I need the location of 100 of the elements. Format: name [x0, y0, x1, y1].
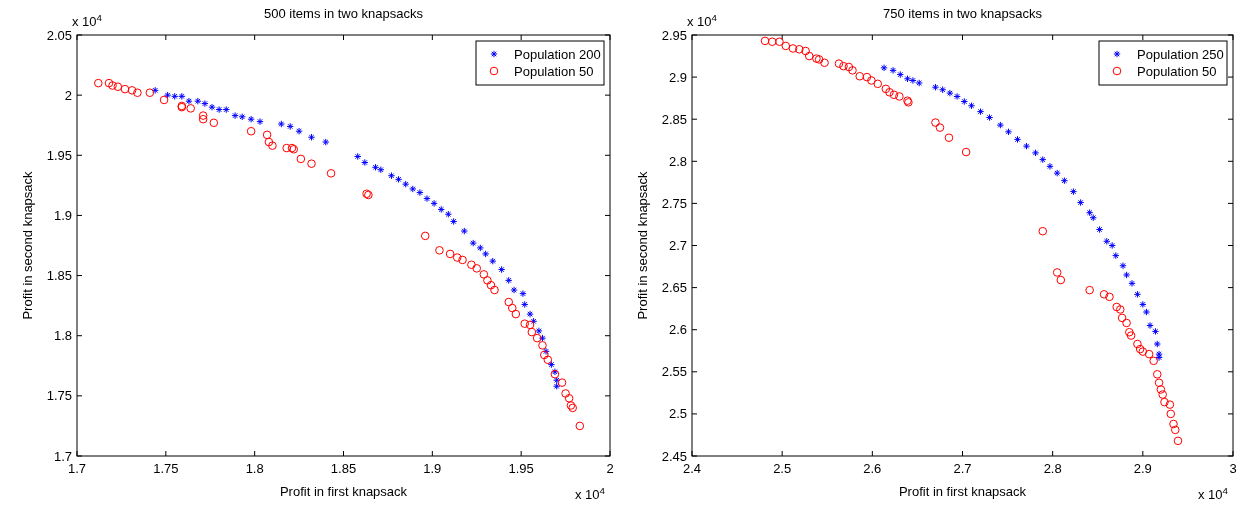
point — [895, 92, 904, 101]
point — [1004, 128, 1013, 136]
point — [848, 66, 857, 75]
y-tick-label: 2 — [64, 87, 72, 103]
point — [268, 141, 277, 150]
text: x 10$^{4}$ — [575, 484, 606, 502]
point — [264, 137, 274, 147]
y-tick-label: 1.8 — [53, 328, 72, 344]
point — [511, 309, 521, 319]
point — [557, 378, 567, 387]
point — [476, 244, 484, 252]
point — [1122, 318, 1131, 328]
y-tick-label: 2.5 — [668, 406, 687, 422]
point — [1053, 169, 1061, 177]
point — [479, 270, 489, 279]
point — [903, 75, 912, 83]
x-tick-label: 1.85 — [330, 461, 357, 476]
point — [1069, 187, 1078, 196]
y-tick-label: 2.75 — [661, 195, 687, 211]
point — [231, 111, 239, 120]
point — [527, 327, 537, 337]
point — [186, 104, 196, 113]
point — [820, 58, 829, 68]
point — [504, 297, 514, 307]
point — [208, 103, 216, 111]
point — [409, 185, 417, 193]
y-tick-label: 2.7 — [668, 238, 687, 253]
point — [1133, 290, 1142, 299]
point — [542, 347, 550, 356]
point — [946, 89, 954, 97]
y-tick-label: 2.05 — [46, 27, 72, 43]
x-tick-label: 3 — [1229, 461, 1237, 476]
point — [839, 61, 848, 71]
point — [1139, 300, 1147, 309]
point — [1151, 327, 1160, 336]
point — [322, 138, 330, 146]
point — [127, 86, 137, 95]
point — [354, 152, 362, 161]
point — [760, 36, 770, 46]
y-tick-label: 2.8 — [668, 153, 687, 169]
point — [553, 376, 561, 384]
point — [94, 78, 103, 88]
point — [1031, 149, 1040, 157]
point — [935, 123, 945, 132]
point — [307, 159, 316, 169]
point — [246, 126, 256, 136]
point — [909, 76, 917, 85]
x-tick-label: 1.75 — [153, 461, 179, 476]
point — [1128, 279, 1136, 288]
point — [1089, 214, 1097, 222]
point — [133, 88, 142, 98]
point — [151, 86, 159, 95]
point — [1170, 425, 1180, 435]
point — [532, 333, 542, 343]
point — [435, 246, 444, 255]
point — [256, 117, 264, 126]
point — [307, 133, 316, 141]
point — [996, 121, 1005, 129]
point — [286, 122, 294, 131]
point — [804, 51, 814, 61]
point — [163, 91, 172, 99]
point — [445, 249, 455, 259]
point — [1173, 436, 1183, 446]
legend-label: Population 50 — [1137, 64, 1217, 79]
point — [423, 194, 431, 203]
y-axis-title: Profit in second knapsack — [635, 170, 650, 320]
point — [1119, 262, 1127, 270]
point — [295, 127, 303, 135]
point — [361, 158, 369, 167]
point — [104, 78, 114, 88]
point — [1142, 308, 1151, 316]
point — [529, 317, 538, 325]
point — [985, 113, 994, 122]
point — [1152, 370, 1162, 379]
point — [401, 180, 410, 188]
chart-title: 500 items in two knapsacks — [264, 6, 424, 21]
point — [262, 130, 272, 140]
point — [198, 111, 208, 120]
point — [1112, 251, 1120, 260]
point — [961, 147, 971, 157]
point — [767, 37, 777, 47]
point — [1144, 349, 1154, 359]
point — [486, 280, 496, 290]
x-tick-label: 2.6 — [863, 461, 882, 476]
point — [489, 257, 497, 265]
point — [814, 55, 824, 64]
point — [1165, 400, 1175, 409]
point — [931, 83, 940, 91]
text: x 10$^{4}$ — [72, 11, 103, 29]
point — [976, 107, 985, 116]
point — [483, 276, 492, 285]
point — [277, 120, 286, 128]
y-tick-label: 1.85 — [46, 268, 72, 284]
point — [430, 199, 438, 208]
x-axis-title: Profit in first knapsack — [898, 484, 1027, 499]
point — [788, 44, 798, 53]
point — [458, 255, 467, 265]
point — [521, 300, 529, 309]
point — [539, 350, 549, 360]
chart-title: 750 items in two knapsacks — [883, 6, 1043, 21]
